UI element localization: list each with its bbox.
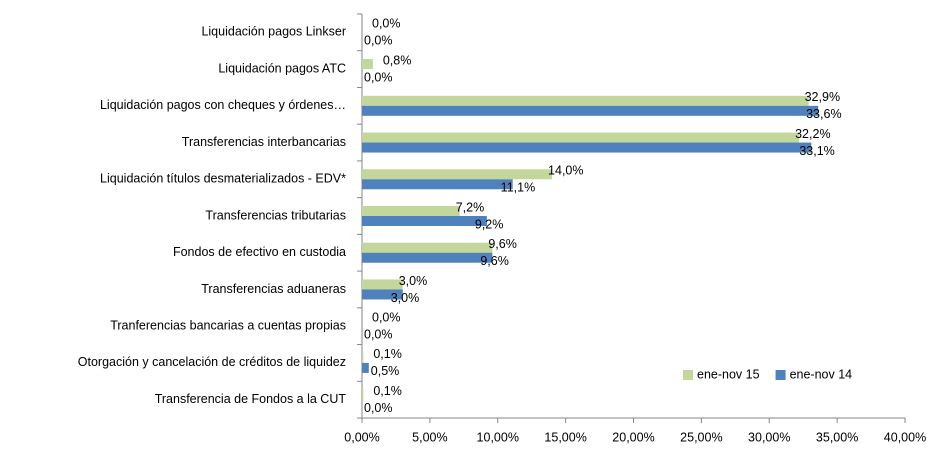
bar xyxy=(362,95,809,106)
category-label: Liquidación pagos con cheques y órdenes… xyxy=(100,98,346,112)
legend-label: ene-nov 14 xyxy=(790,367,853,381)
value-label: 3,0% xyxy=(399,274,428,288)
category-label: Transferencias tributarias xyxy=(205,208,346,222)
category-label: Otorgación y cancelación de créditos de … xyxy=(78,355,346,369)
x-tick-label: 15,00% xyxy=(544,430,586,444)
value-label: 9,2% xyxy=(475,217,504,231)
value-label: 0,5% xyxy=(371,364,400,378)
value-label: 3,0% xyxy=(391,291,420,305)
value-label: 32,2% xyxy=(795,127,830,141)
value-label: 0,0% xyxy=(364,34,393,48)
value-label: 0,0% xyxy=(364,401,393,415)
bar xyxy=(362,242,493,253)
bar xyxy=(362,132,800,143)
category-label: Fondos de efectivo en custodia xyxy=(173,245,346,259)
bar xyxy=(362,59,373,70)
bar xyxy=(362,362,369,373)
bar xyxy=(362,179,513,190)
bar xyxy=(362,206,460,216)
x-tick-label: 40,00% xyxy=(884,430,926,444)
bar xyxy=(362,352,364,363)
legend-swatch xyxy=(775,370,786,380)
legend-label: ene-nov 15 xyxy=(697,367,760,381)
value-label: 0,0% xyxy=(372,310,401,324)
legend-swatch xyxy=(683,370,693,380)
bar xyxy=(362,279,403,290)
category-label: Transferencia de Fondos a la CUT xyxy=(155,392,347,406)
x-tick-label: 5,00% xyxy=(412,430,447,444)
bar xyxy=(362,389,364,400)
bar xyxy=(362,216,487,226)
value-label: 0,0% xyxy=(364,327,393,341)
category-label: Liquidación títulos desmaterializados - … xyxy=(100,172,346,186)
value-label: 0,0% xyxy=(364,70,393,84)
value-label: 0,1% xyxy=(373,347,402,361)
bar xyxy=(362,105,819,116)
value-label: 0,1% xyxy=(373,384,402,398)
category-label: Tranferencias bancarias a cuentas propia… xyxy=(110,318,346,332)
value-label: 9,6% xyxy=(480,254,509,268)
value-label: 9,6% xyxy=(488,237,517,251)
value-label: 7,2% xyxy=(456,200,485,214)
value-label: 14,0% xyxy=(548,164,583,178)
x-tick-label: 35,00% xyxy=(816,430,858,444)
value-label: 33,1% xyxy=(799,144,834,158)
x-tick-label: 20,00% xyxy=(612,430,654,444)
x-tick-label: 0,00% xyxy=(344,430,379,444)
bar xyxy=(362,252,493,263)
category-label: Transferencias aduaneras xyxy=(201,282,346,296)
bar xyxy=(362,142,812,153)
value-label: 0,0% xyxy=(372,17,401,31)
x-tick-label: 10,00% xyxy=(477,430,519,444)
value-label: 0,8% xyxy=(383,53,412,67)
category-label: Liquidación pagos Linkser xyxy=(201,25,346,39)
x-tick-label: 30,00% xyxy=(748,430,790,444)
category-label: Liquidación pagos ATC xyxy=(218,61,346,75)
bar xyxy=(362,169,553,180)
category-label: Transferencias interbancarias xyxy=(182,135,346,149)
x-tick-label: 25,00% xyxy=(680,430,722,444)
value-label: 11,1% xyxy=(501,181,536,195)
value-label: 33,6% xyxy=(806,107,841,121)
value-label: 32,9% xyxy=(805,90,840,104)
bar xyxy=(362,289,403,300)
